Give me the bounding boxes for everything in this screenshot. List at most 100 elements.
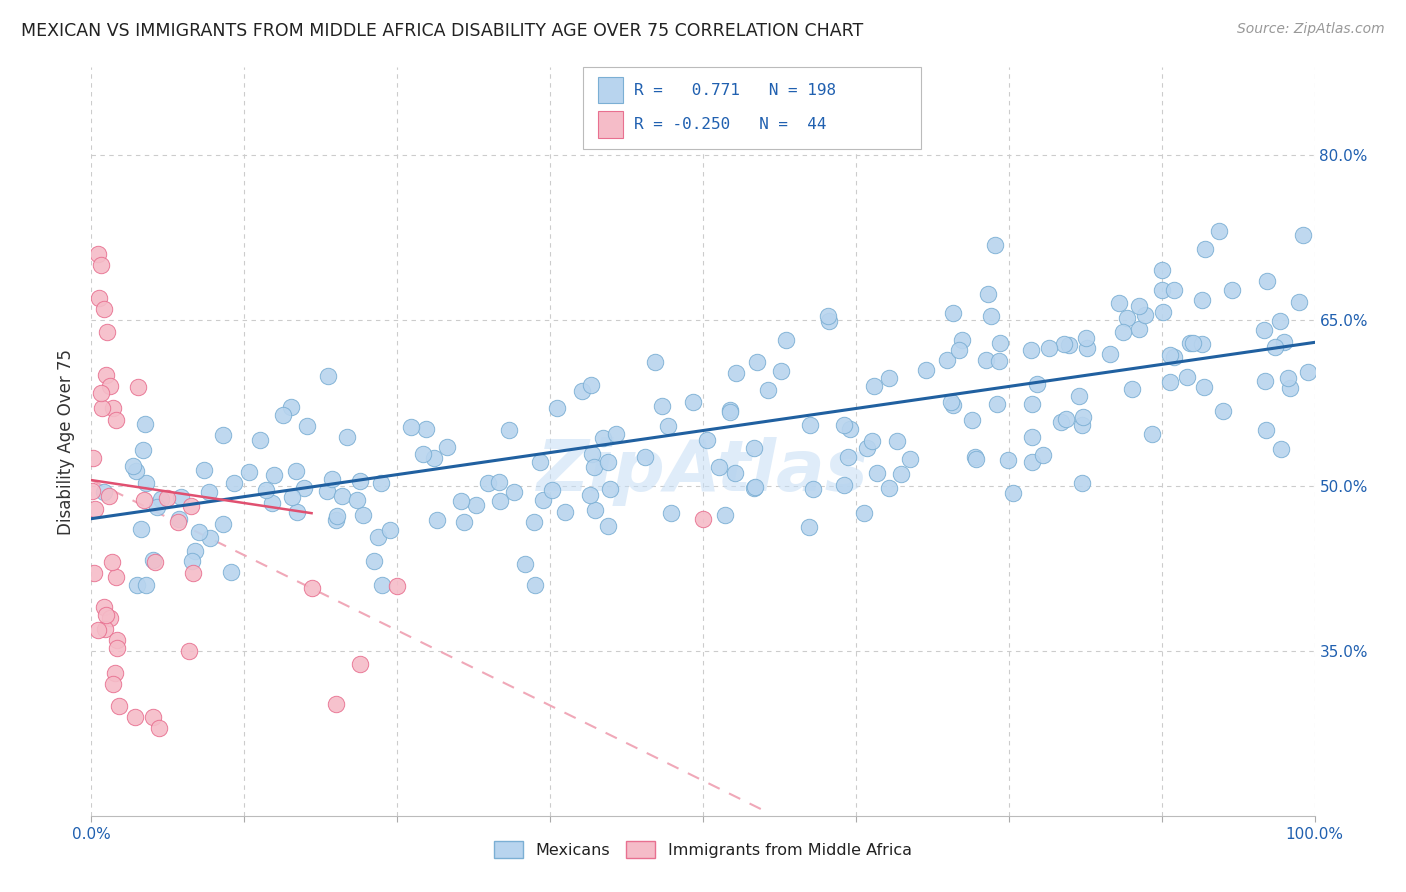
Point [837,450,859,465]
Point [93,484,115,499]
Point [87,623,110,637]
Point [1212,404,1234,418]
Point [181,566,204,581]
Point [977,287,1000,301]
Point [125,578,148,592]
Point [725,367,748,381]
Point [292,481,315,495]
Point [571,384,593,398]
Point [132,493,155,508]
Point [879,481,901,495]
Point [98,611,121,625]
Point [104,412,127,426]
Point [1159,348,1181,362]
Point [1002,486,1025,500]
Point [349,474,371,488]
Point [370,476,392,491]
Point [1128,299,1150,313]
Point [1270,442,1292,457]
Point [90,386,112,401]
Point [1292,228,1315,243]
Point [321,471,343,485]
Point [325,508,347,523]
Point [167,512,190,526]
Point [101,677,124,691]
Point [121,458,143,473]
Point [965,451,987,466]
Point [692,511,714,525]
Point [775,334,797,348]
Point [724,467,747,481]
Point [832,417,855,432]
Point [104,665,127,680]
Text: R =   0.771   N = 198: R = 0.771 N = 198 [634,83,837,97]
Point [1074,330,1097,344]
Point [513,557,536,571]
Point [285,464,308,478]
Text: R = -0.250   N =  44: R = -0.250 N = 44 [634,118,827,132]
Point [581,447,603,461]
Point [852,506,875,520]
Point [412,447,434,461]
Point [94,622,117,636]
Point [713,508,735,522]
Point [301,581,323,595]
Point [98,379,121,393]
Point [1253,374,1275,388]
Point [524,578,547,592]
Point [94,608,117,623]
Point [184,544,207,558]
Point [1220,283,1243,297]
Point [188,524,211,539]
Point [747,355,769,369]
Point [219,565,242,579]
Point [963,450,986,464]
Point [817,310,839,324]
Point [399,419,422,434]
Point [135,476,157,491]
Point [1076,341,1098,355]
Point [583,460,606,475]
Point [316,483,339,498]
Point [696,433,718,447]
Point [143,555,166,569]
Point [1049,415,1071,429]
Point [1021,430,1043,444]
Point [197,484,219,499]
Point [1115,311,1137,326]
Point [380,523,402,537]
Point [856,441,879,455]
Point [1071,475,1094,490]
Point [941,394,963,409]
Point [866,466,889,480]
Point [134,417,156,431]
Point [942,398,965,412]
Point [682,394,704,409]
Point [370,578,392,592]
Point [1053,336,1076,351]
Legend: Mexicans, Immigrants from Middle Africa: Mexicans, Immigrants from Middle Africa [488,835,918,864]
Point [271,408,294,422]
Point [707,460,730,475]
Point [193,463,215,477]
Point [464,499,486,513]
Point [349,657,371,671]
Point [129,523,152,537]
Point [93,599,115,614]
Point [1059,338,1081,352]
Point [634,450,657,465]
Point [540,483,562,498]
Point [596,455,619,469]
Point [1152,305,1174,319]
Point [890,467,912,482]
Point [179,644,201,658]
Point [211,427,233,442]
Point [1021,397,1043,411]
Point [87,291,110,305]
Point [1152,283,1174,297]
Point [984,237,1007,252]
Point [97,489,120,503]
Point [148,721,170,735]
Point [1191,337,1213,351]
Point [1182,335,1205,350]
